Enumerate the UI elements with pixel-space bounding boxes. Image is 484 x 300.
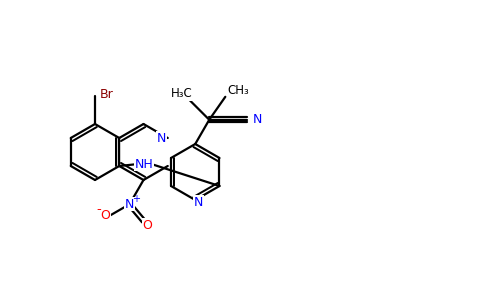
Text: N: N (253, 113, 262, 126)
Text: CH₃: CH₃ (227, 84, 249, 97)
Text: +: + (133, 194, 140, 204)
Text: H₃C: H₃C (170, 88, 192, 100)
Text: O: O (101, 209, 110, 222)
Text: N: N (194, 196, 203, 208)
Text: NH: NH (135, 158, 153, 170)
Text: N: N (125, 198, 134, 211)
Text: -: - (96, 203, 101, 216)
Text: Br: Br (100, 88, 114, 100)
Text: N: N (157, 131, 166, 145)
Text: O: O (143, 219, 152, 232)
